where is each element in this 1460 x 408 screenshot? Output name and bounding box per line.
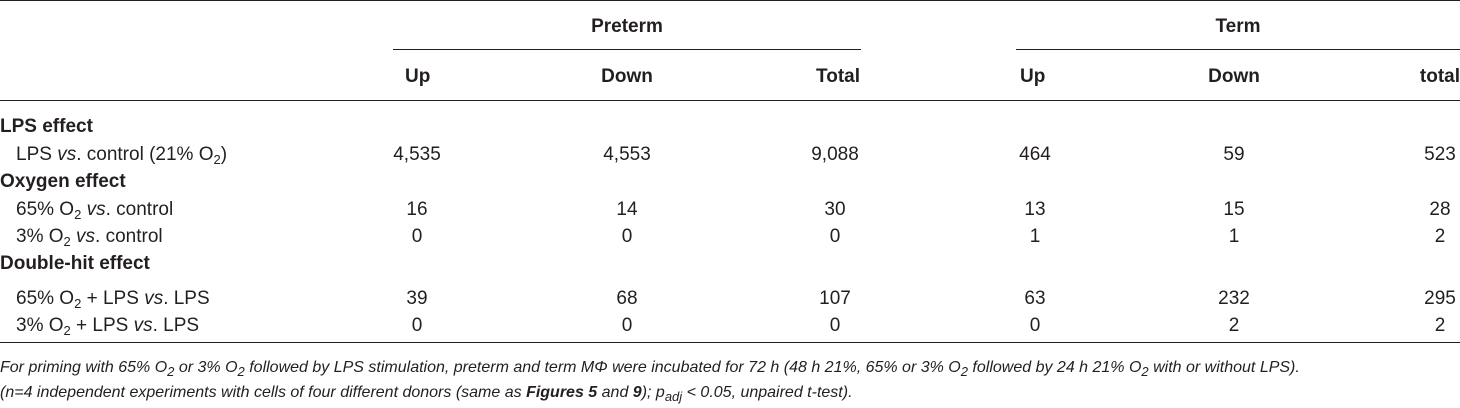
group-header-term: Term <box>1215 16 1261 37</box>
cell: 2 <box>1228 315 1240 336</box>
col-header-term-down: Down <box>1208 66 1260 87</box>
cell: 2 <box>1434 226 1446 247</box>
cell: 232 <box>1218 288 1250 309</box>
cell: 1 <box>1228 226 1240 247</box>
table-footnote-line-1: For priming with 65% O2 or 3% O2 followe… <box>0 359 1300 379</box>
row-label-65-o2-vs-control: 65% O2 vs. control <box>16 199 174 222</box>
row-label-3-o2-lps-vs-lps: 3% O2 + LPS vs. LPS <box>16 315 200 338</box>
cell: 39 <box>406 288 428 309</box>
figure-reference: Figures 5 <box>526 384 598 401</box>
col-header-term-up: Up <box>1020 66 1046 87</box>
figure-reference: 9 <box>632 384 642 401</box>
cell: 68 <box>616 288 638 309</box>
cell: 4,553 <box>603 144 651 165</box>
cell: 0 <box>1029 315 1041 336</box>
cell: 14 <box>616 199 638 220</box>
section-double-hit-effect: Double-hit effect <box>0 253 150 274</box>
cell: 1 <box>1029 226 1041 247</box>
cell: 13 <box>1024 199 1046 220</box>
col-header-preterm-up: Up <box>405 66 431 87</box>
cell: 0 <box>411 226 423 247</box>
term-underline <box>1016 49 1460 50</box>
cell: 2 <box>1434 315 1446 336</box>
preterm-underline <box>393 49 861 50</box>
row-label-65-o2-lps-vs-lps: 65% O2 + LPS vs. LPS <box>16 288 210 311</box>
table-footnote-line-2: (n=4 independent experiments with cells … <box>0 384 853 404</box>
cell: 0 <box>621 226 633 247</box>
cell: 295 <box>1424 288 1456 309</box>
cell: 464 <box>1019 144 1051 165</box>
table-bottom-rule <box>0 342 1460 343</box>
col-header-preterm-total: Total <box>816 66 860 87</box>
col-header-term-total: total <box>1419 66 1460 87</box>
cell: 16 <box>406 199 428 220</box>
cell: 0 <box>829 226 841 247</box>
section-lps-effect: LPS effect <box>0 116 93 137</box>
row-label-lps-vs-control: LPS vs. control (21% O2) <box>16 144 228 167</box>
cell: 0 <box>621 315 633 336</box>
row-label-3-o2-vs-control: 3% O2 vs. control <box>16 226 163 249</box>
cell: 107 <box>819 288 851 309</box>
cell: 59 <box>1223 144 1245 165</box>
col-header-preterm-down: Down <box>601 66 653 87</box>
group-header-preterm: Preterm <box>591 16 663 37</box>
cell: 63 <box>1024 288 1046 309</box>
cell: 9,088 <box>811 144 859 165</box>
header-bottom-rule <box>0 100 1460 101</box>
cell: 0 <box>411 315 423 336</box>
cell: 4,535 <box>393 144 441 165</box>
cell: 15 <box>1223 199 1245 220</box>
cell: 0 <box>829 315 841 336</box>
table-top-rule <box>0 0 1460 1</box>
cell: 28 <box>1429 199 1451 220</box>
section-oxygen-effect: Oxygen effect <box>0 171 126 192</box>
cell: 30 <box>824 199 846 220</box>
cell: 523 <box>1424 144 1456 165</box>
